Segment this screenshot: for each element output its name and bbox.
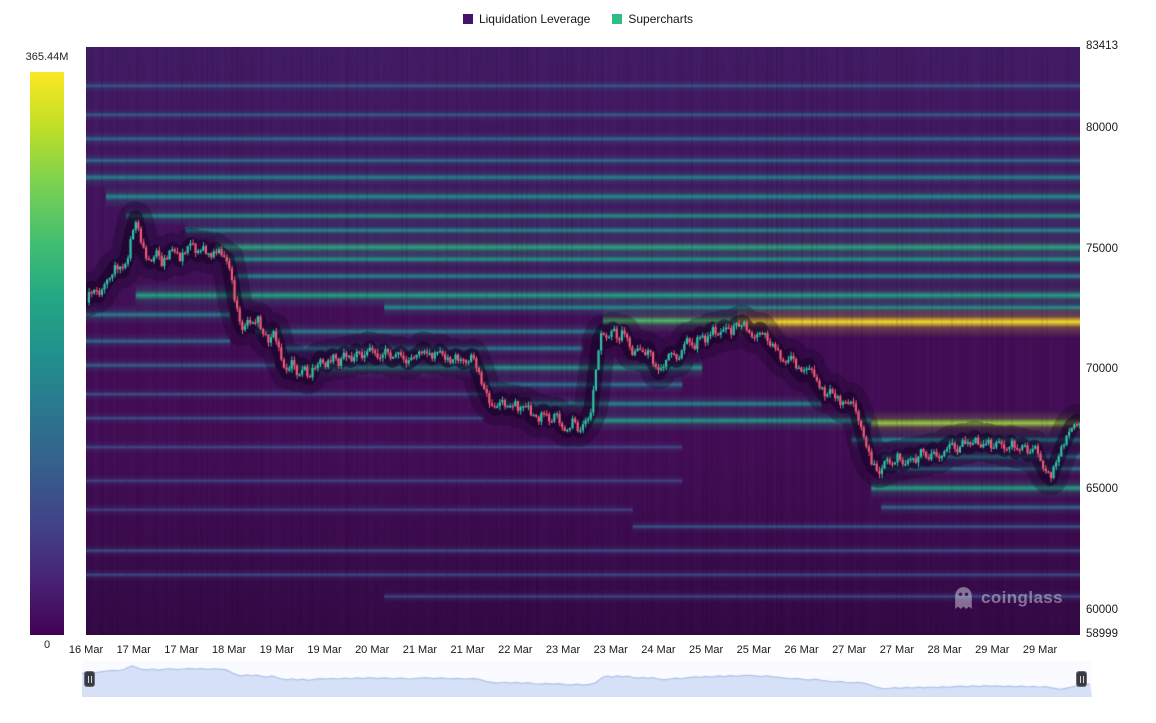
y-axis-label: 65000: [1086, 483, 1118, 496]
y-axis-label: 58999: [1086, 628, 1118, 640]
navigator[interactable]: [82, 661, 1092, 697]
y-axis-label: 75000: [1086, 242, 1118, 255]
legend-label-supercharts: Supercharts: [628, 12, 694, 26]
colorbar-max-label: 365.44M: [25, 51, 69, 63]
x-axis-label: 27 Mar: [879, 644, 915, 656]
x-axis-label: 19 Mar: [307, 644, 342, 656]
x-axis-label: 18 Mar: [211, 644, 247, 656]
x-axis-label: 22 Mar: [498, 644, 533, 656]
legend-item-liquidation-leverage[interactable]: Liquidation Leverage: [462, 12, 591, 26]
x-axis-label: 29 Mar: [1022, 644, 1058, 656]
x-axis-label: 21 Mar: [402, 644, 438, 656]
x-axis-label: 29 Mar: [975, 644, 1010, 656]
x-axis-label: 28 Mar: [927, 644, 962, 656]
x-axis-label: 23 Mar: [545, 644, 581, 656]
watermark-text: coinglass: [981, 588, 1064, 607]
coinglass-watermark: coinglass: [953, 586, 1063, 610]
legend-item-supercharts[interactable]: Supercharts: [612, 12, 693, 26]
navigator-canvas[interactable]: [82, 661, 1092, 697]
x-axis-label: 21 Mar: [450, 644, 485, 656]
x-axis-label: 25 Mar: [736, 644, 771, 656]
x-axis-label: 19 Mar: [259, 644, 294, 656]
x-axis-label: 20 Mar: [355, 644, 390, 656]
navigator-handle-right[interactable]: [1076, 671, 1087, 687]
x-axis-label: 24 Mar: [641, 644, 676, 656]
y-axis-label: 83413: [1086, 40, 1118, 52]
x-axis-label: 17 Mar: [116, 644, 151, 656]
x-axis-label: 16 Mar: [68, 644, 104, 656]
legend-swatch-purple: [462, 14, 473, 24]
x-axis-label: 26 Mar: [784, 644, 819, 656]
chart-legend: Liquidation Leverage Supercharts: [0, 12, 1156, 26]
x-axis-label: 23 Mar: [593, 644, 628, 656]
x-axis: 16 Mar 17 Mar 17 Mar 18 Mar 19 Mar 19 Mar 20 M…: [0, 644, 1156, 660]
coinglass-logo-icon: [955, 587, 972, 609]
heatmap-canvas[interactable]: [86, 47, 1080, 635]
x-axis-label: 17 Mar: [164, 644, 199, 656]
y-axis-label: 70000: [1086, 363, 1118, 376]
colorbar-min-label: 0: [43, 639, 51, 651]
y-axis-label: 80000: [1086, 122, 1118, 135]
y-axis-label: 60000: [1086, 603, 1118, 616]
colorbar: [30, 72, 64, 635]
legend-label-liquidation-leverage: Liquidation Leverage: [478, 12, 591, 26]
navigator-handle-left[interactable]: [84, 671, 95, 687]
x-axis-label: 25 Mar: [688, 644, 724, 656]
legend-swatch-green: [612, 14, 623, 24]
x-axis-label: 27 Mar: [832, 644, 867, 656]
y-axis: 83413 80000 75000 70000 65000 60000 58999: [1086, 0, 1152, 723]
